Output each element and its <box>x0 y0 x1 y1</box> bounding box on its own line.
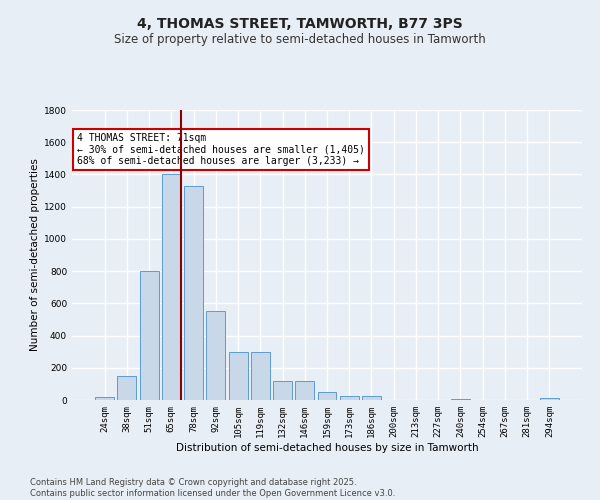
Bar <box>273 380 292 400</box>
Bar <box>540 398 559 400</box>
Bar <box>317 392 337 400</box>
Bar <box>206 312 225 400</box>
Bar <box>229 352 248 400</box>
Bar <box>140 271 158 400</box>
Bar <box>95 397 114 400</box>
Text: 4 THOMAS STREET: 71sqm
← 30% of semi-detached houses are smaller (1,405)
68% of : 4 THOMAS STREET: 71sqm ← 30% of semi-det… <box>77 133 365 166</box>
X-axis label: Distribution of semi-detached houses by size in Tamworth: Distribution of semi-detached houses by … <box>176 442 478 452</box>
Bar <box>295 380 314 400</box>
Bar <box>362 396 381 400</box>
Text: Size of property relative to semi-detached houses in Tamworth: Size of property relative to semi-detach… <box>114 32 486 46</box>
Bar <box>451 399 470 400</box>
Bar <box>340 396 359 400</box>
Bar <box>162 174 181 400</box>
Bar <box>251 352 270 400</box>
Text: 4, THOMAS STREET, TAMWORTH, B77 3PS: 4, THOMAS STREET, TAMWORTH, B77 3PS <box>137 18 463 32</box>
Bar <box>118 376 136 400</box>
Bar <box>184 186 203 400</box>
Text: Contains HM Land Registry data © Crown copyright and database right 2025.
Contai: Contains HM Land Registry data © Crown c… <box>30 478 395 498</box>
Y-axis label: Number of semi-detached properties: Number of semi-detached properties <box>30 158 40 352</box>
